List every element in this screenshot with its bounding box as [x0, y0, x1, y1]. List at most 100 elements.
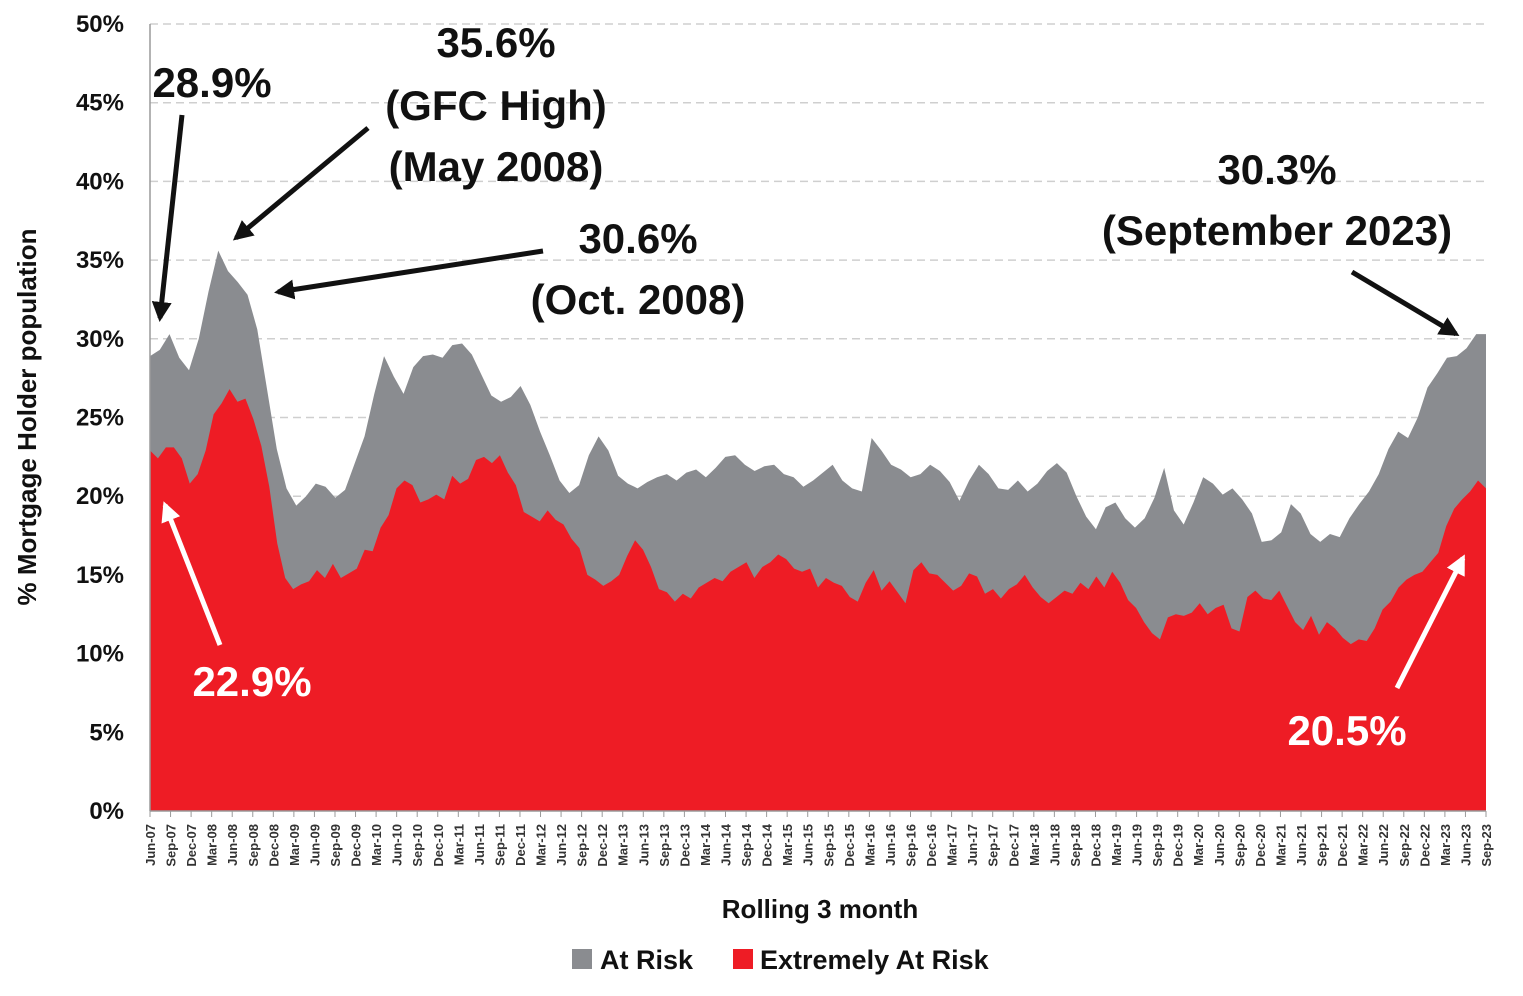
axes: 0% 5% 10% 15% 20% 25% 30% 35% 40% 45% 50% Jun-07 Sep… [76, 11, 1494, 867]
annotation-arrow-35-6 [232, 126, 370, 241]
y-tick-label: 15% [76, 562, 124, 589]
annotation-label: 22.9% [192, 658, 311, 705]
y-tick-label: 50% [76, 11, 124, 38]
x-tick-label: Jun-11 [472, 824, 487, 865]
legend-swatch-extremely-at-risk [733, 949, 753, 969]
x-tick-label: Mar-19 [1109, 824, 1124, 866]
x-tick-label: Sep-11 [492, 824, 507, 866]
x-tick-label: Jun-21 [1294, 824, 1309, 866]
x-tick-label: Dec-14 [760, 823, 775, 866]
x-tick-label: Jun-09 [307, 824, 322, 866]
annotation-arrow-20-5 [1394, 554, 1466, 690]
y-tick-label: 25% [76, 405, 124, 432]
annotation-label: (May 2008) [389, 143, 604, 190]
y-tick-label: 35% [76, 247, 124, 274]
x-tick-label: Mar-14 [698, 823, 713, 866]
x-tick-label: Dec-19 [1171, 824, 1186, 867]
x-tick-label: Jun-15 [801, 824, 816, 866]
x-tick-label: Mar-13 [616, 824, 631, 866]
x-tick-label: Sep-17 [986, 824, 1001, 867]
x-tick-label: Mar-18 [1027, 824, 1042, 866]
x-tick-label: Jun-23 [1458, 824, 1473, 866]
x-tick-label: Mar-16 [862, 824, 877, 866]
annotation-label: 20.5% [1287, 707, 1406, 754]
x-tick-label: Dec-08 [266, 824, 281, 867]
x-tick-label: Dec-15 [842, 824, 857, 867]
x-tick-label: Sep-15 [821, 824, 836, 867]
x-tick-label: Mar-23 [1438, 824, 1453, 866]
x-tick-label: Sep-18 [1068, 824, 1083, 867]
x-tick-label: Dec-16 [924, 824, 939, 867]
x-tick-label: Sep-16 [904, 824, 919, 867]
annotation-label: (GFC High) [385, 82, 607, 129]
x-tick-label: Mar-20 [1191, 824, 1206, 866]
x-tick-label: Mar-22 [1356, 824, 1371, 866]
x-tick-label: Dec-20 [1253, 824, 1268, 867]
annotation-label: 30.3% [1217, 146, 1336, 193]
x-tick-label: Sep-19 [1150, 824, 1165, 867]
x-tick-label: Sep-12 [575, 824, 590, 867]
x-tick-label: Sep-21 [1315, 824, 1330, 867]
y-tick-label: 10% [76, 641, 124, 668]
x-tick-label: Mar-10 [369, 824, 384, 866]
x-tick-label: Sep-07 [164, 824, 179, 867]
annotation-arrow-22-9 [161, 501, 223, 646]
annotation-arrow-30-3 [1350, 269, 1460, 337]
x-tick-label: Dec-21 [1335, 824, 1350, 867]
x-tick-label: Sep-10 [410, 824, 425, 867]
legend-swatch-at-risk [572, 949, 592, 969]
x-tick-label: Mar-21 [1274, 824, 1289, 866]
x-tick-label: Jun-14 [719, 823, 734, 866]
x-tick-label: Dec-18 [1089, 824, 1104, 867]
annotation-arrow-30-6 [274, 248, 544, 300]
legend-label-extremely-at-risk: Extremely At Risk [760, 945, 990, 975]
x-tick-label: Mar-09 [287, 824, 302, 866]
x-axis-title: Rolling 3 month [722, 894, 918, 924]
area-extremely-at-risk [150, 389, 1486, 811]
annotation-label: (Oct. 2008) [531, 276, 746, 323]
x-tick-label: Mar-15 [780, 824, 795, 866]
x-tick-label: Dec-12 [595, 824, 610, 867]
x-tick-label: Dec-09 [349, 824, 364, 867]
y-tick-label: 30% [76, 326, 124, 353]
x-tick-label: Jun-19 [1130, 824, 1145, 866]
x-tick-label: Dec-22 [1417, 824, 1432, 867]
x-tick-label: Dec-10 [431, 824, 446, 867]
x-tick-label: Mar-11 [451, 824, 466, 865]
x-tick-label: Sep-13 [657, 824, 672, 867]
x-tick-label: Sep-08 [246, 824, 261, 867]
x-tick-label: Dec-07 [184, 824, 199, 867]
x-tick-label: Mar-12 [534, 824, 549, 866]
x-tick-label: Sep-14 [739, 823, 754, 866]
x-tick-label: Jun-16 [883, 824, 898, 866]
x-tick-label: Jun-08 [225, 824, 240, 866]
x-tick-label: Sep-20 [1232, 824, 1247, 867]
x-tick-label: Jun-07 [143, 824, 158, 866]
legend: At Risk Extremely At Risk [572, 945, 990, 975]
x-tick-label: Dec-13 [677, 824, 692, 867]
annotation-arrow-28-9 [151, 114, 185, 322]
x-tick-label: Dec-11 [513, 824, 528, 866]
annotation-label: (September 2023) [1102, 207, 1452, 254]
annotation-label: 28.9% [152, 59, 271, 106]
x-tick-label: Jun-20 [1212, 824, 1227, 866]
annotations: 28.9% 35.6% (GFC High) (May 2008) 30.6% … [151, 19, 1466, 754]
x-tick-label: Jun-10 [390, 824, 405, 866]
x-tick-label: Mar-08 [205, 824, 220, 866]
x-tick-label: Jun-22 [1376, 824, 1391, 866]
annotation-label: 30.6% [578, 215, 697, 262]
y-tick-label: 20% [76, 483, 124, 510]
x-tick-label: Sep-22 [1397, 824, 1412, 867]
y-axis-title: % Mortgage Holder population [12, 229, 42, 606]
y-tick-label: 0% [89, 798, 124, 825]
x-tick-label: Dec-17 [1006, 824, 1021, 867]
x-tick-label: Jun-12 [554, 824, 569, 866]
x-tick-label: Mar-17 [945, 824, 960, 866]
y-tick-label: 40% [76, 168, 124, 195]
x-tick-label: Jun-13 [636, 824, 651, 866]
x-tick-label: Sep-09 [328, 824, 343, 867]
plot-area [150, 250, 1486, 811]
y-tick-label: 45% [76, 90, 124, 117]
